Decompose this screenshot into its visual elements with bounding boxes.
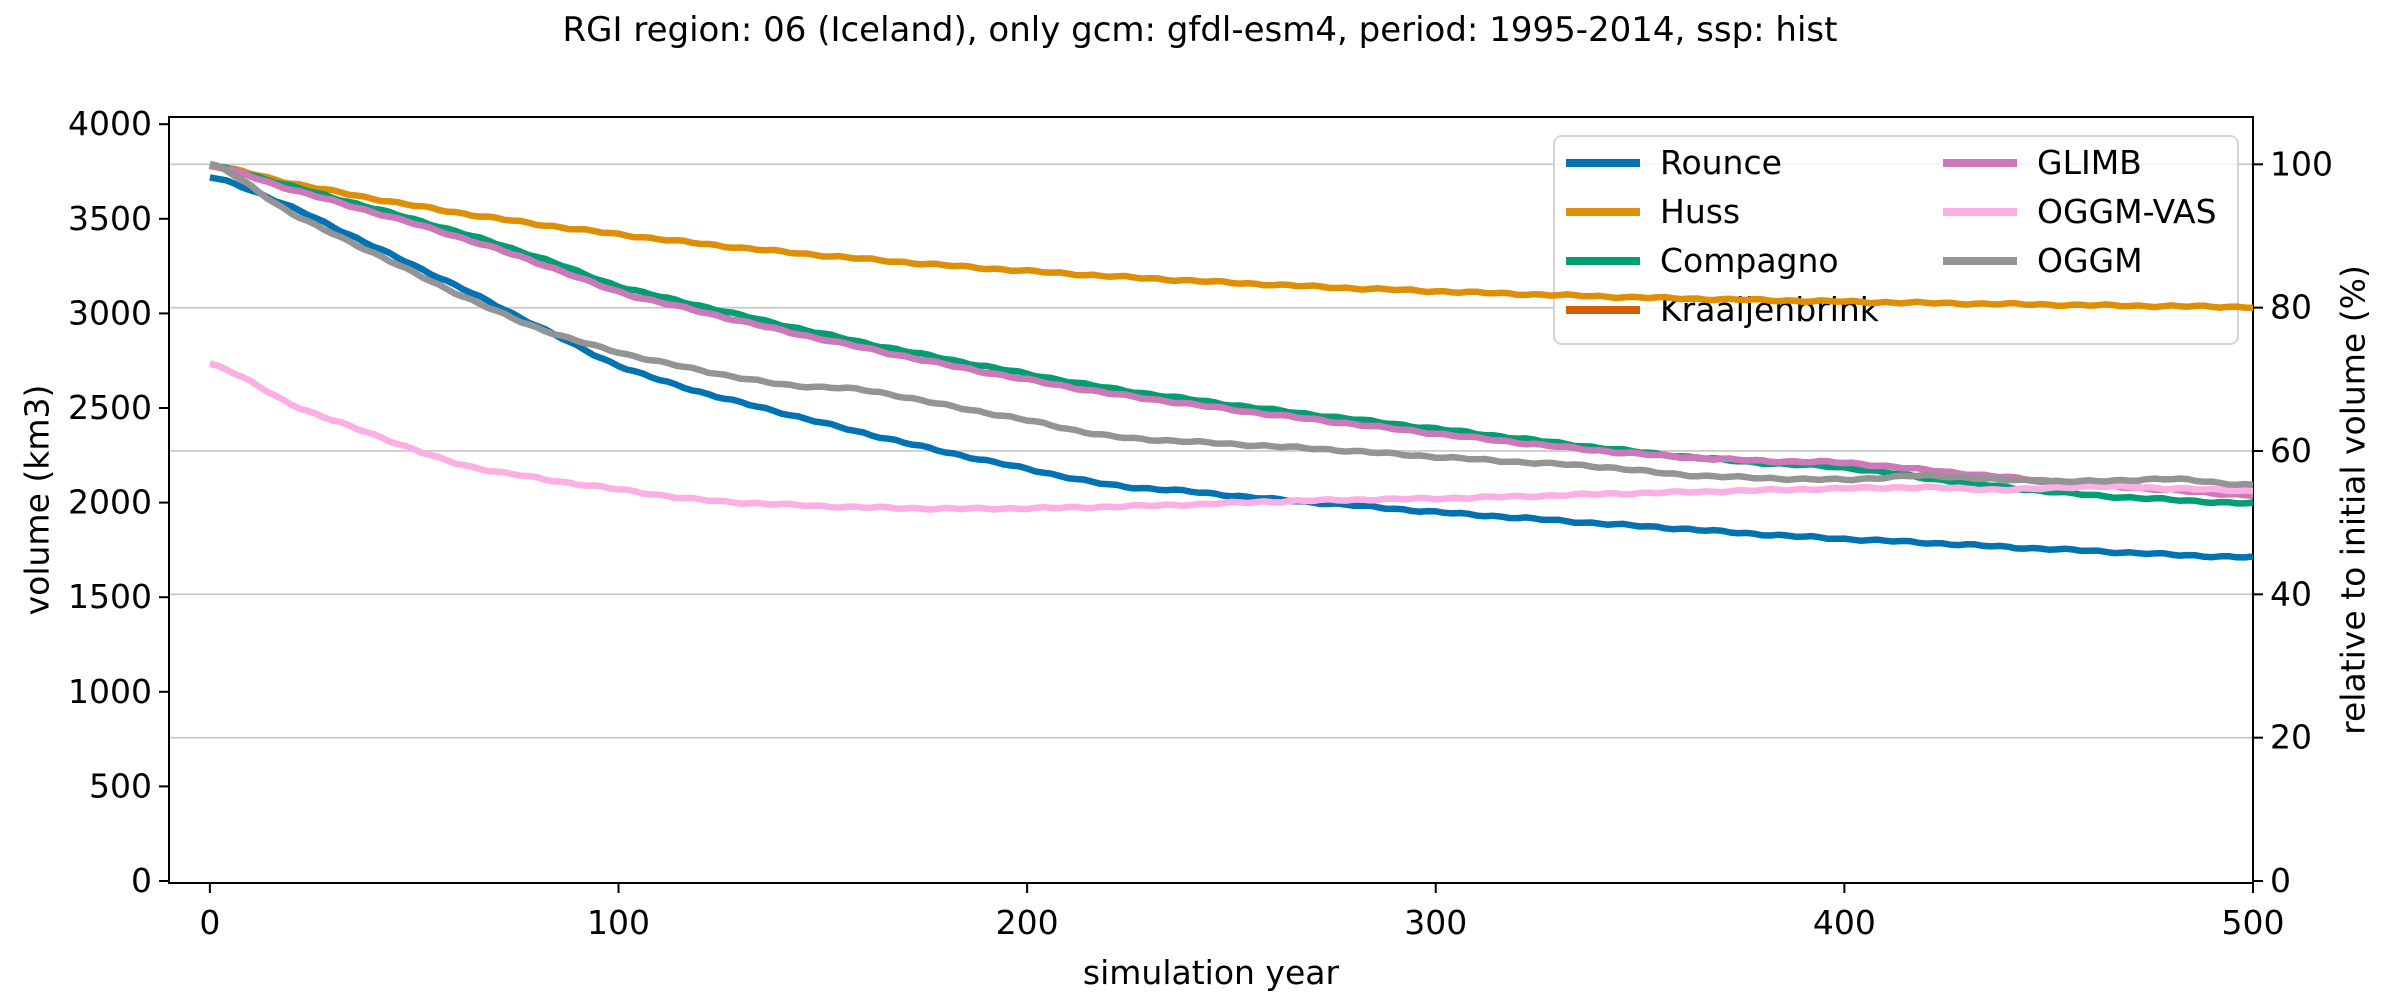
x-tick-label: 300 [1404, 903, 1467, 942]
legend-item-kraaijenbrink: Kraaijenbrink [1566, 290, 1880, 329]
legend-label: Rounce [1660, 143, 1782, 182]
legend-item-compagno: Compagno [1566, 241, 1839, 280]
series-lines [209, 160, 2253, 561]
x-tick-label: 200 [996, 903, 1059, 942]
y-right-tick-label: 60 [2270, 431, 2312, 470]
legend-box [1553, 135, 2239, 345]
y-left-tick-label: 3500 [68, 199, 152, 238]
x-tick-label: 400 [1813, 903, 1876, 942]
x-tick-label: 100 [587, 903, 650, 942]
y-left-tick-label: 3000 [68, 293, 152, 332]
legend-swatch-compagno [1566, 257, 1640, 265]
legend-item-rounce: Rounce [1566, 143, 1782, 182]
y-right-tick-label: 80 [2270, 288, 2312, 327]
series-line-oggm-vas [209, 360, 2253, 513]
y-left-tick-label: 2000 [68, 483, 152, 522]
legend-label: OGGM-VAS [2037, 192, 2217, 231]
legend-swatch-kraaijenbrink [1566, 306, 1640, 314]
legend-swatch-huss [1566, 208, 1640, 216]
legend: Rounce Huss Compagno Kraaijenbrink GLIMB OGGM… [1553, 135, 2239, 345]
y-axis-label-left: volume (km3) [17, 384, 57, 616]
plot-area-border [168, 116, 2254, 884]
legend-item-oggm: OGGM [1943, 241, 2143, 280]
x-tick-label: 500 [2222, 903, 2285, 942]
y-axis-label-right: relative to initial volume (%) [2333, 265, 2373, 735]
legend-swatch-glimb [1943, 159, 2017, 167]
legend-item-oggm-vas: OGGM-VAS [1943, 192, 2217, 231]
y-left-tick-label: 0 [131, 861, 152, 900]
legend-label: GLIMB [2037, 143, 2142, 182]
legend-swatch-oggm [1943, 257, 2017, 265]
y-right-tick-label: 20 [2270, 718, 2312, 757]
y-left-tick-label: 1000 [68, 672, 152, 711]
x-tick-label: 0 [199, 903, 220, 942]
x-axis-label: simulation year [1082, 953, 1340, 992]
y-left-tick-label: 1500 [68, 577, 152, 616]
y-right-tick-label: 100 [2270, 144, 2333, 183]
y-left-tick-label: 500 [89, 766, 152, 805]
series-line-oggm [209, 160, 2253, 489]
y-left-tick-label: 4000 [68, 104, 152, 143]
legend-swatch-rounce [1566, 159, 1640, 167]
legend-label: Huss [1660, 192, 1740, 231]
legend-item-glimb: GLIMB [1943, 143, 2142, 182]
series-line-glimb [209, 162, 2253, 499]
legend-swatch-oggm-vas [1943, 208, 2017, 216]
legend-label: OGGM [2037, 241, 2143, 280]
axes: 0 100 200 300 400 500050010001500200025003000… [68, 104, 2333, 942]
legend-label: Compagno [1660, 241, 1839, 280]
y-right-tick-label: 0 [2270, 861, 2291, 900]
legend-item-huss: Huss [1566, 192, 1740, 231]
chart-title: RGI region: 06 (Iceland), only gcm: gfdl… [562, 10, 1838, 50]
y-left-tick-label: 2500 [68, 388, 152, 427]
series-line-huss [209, 162, 2253, 311]
y-right-tick-label: 40 [2270, 574, 2312, 613]
